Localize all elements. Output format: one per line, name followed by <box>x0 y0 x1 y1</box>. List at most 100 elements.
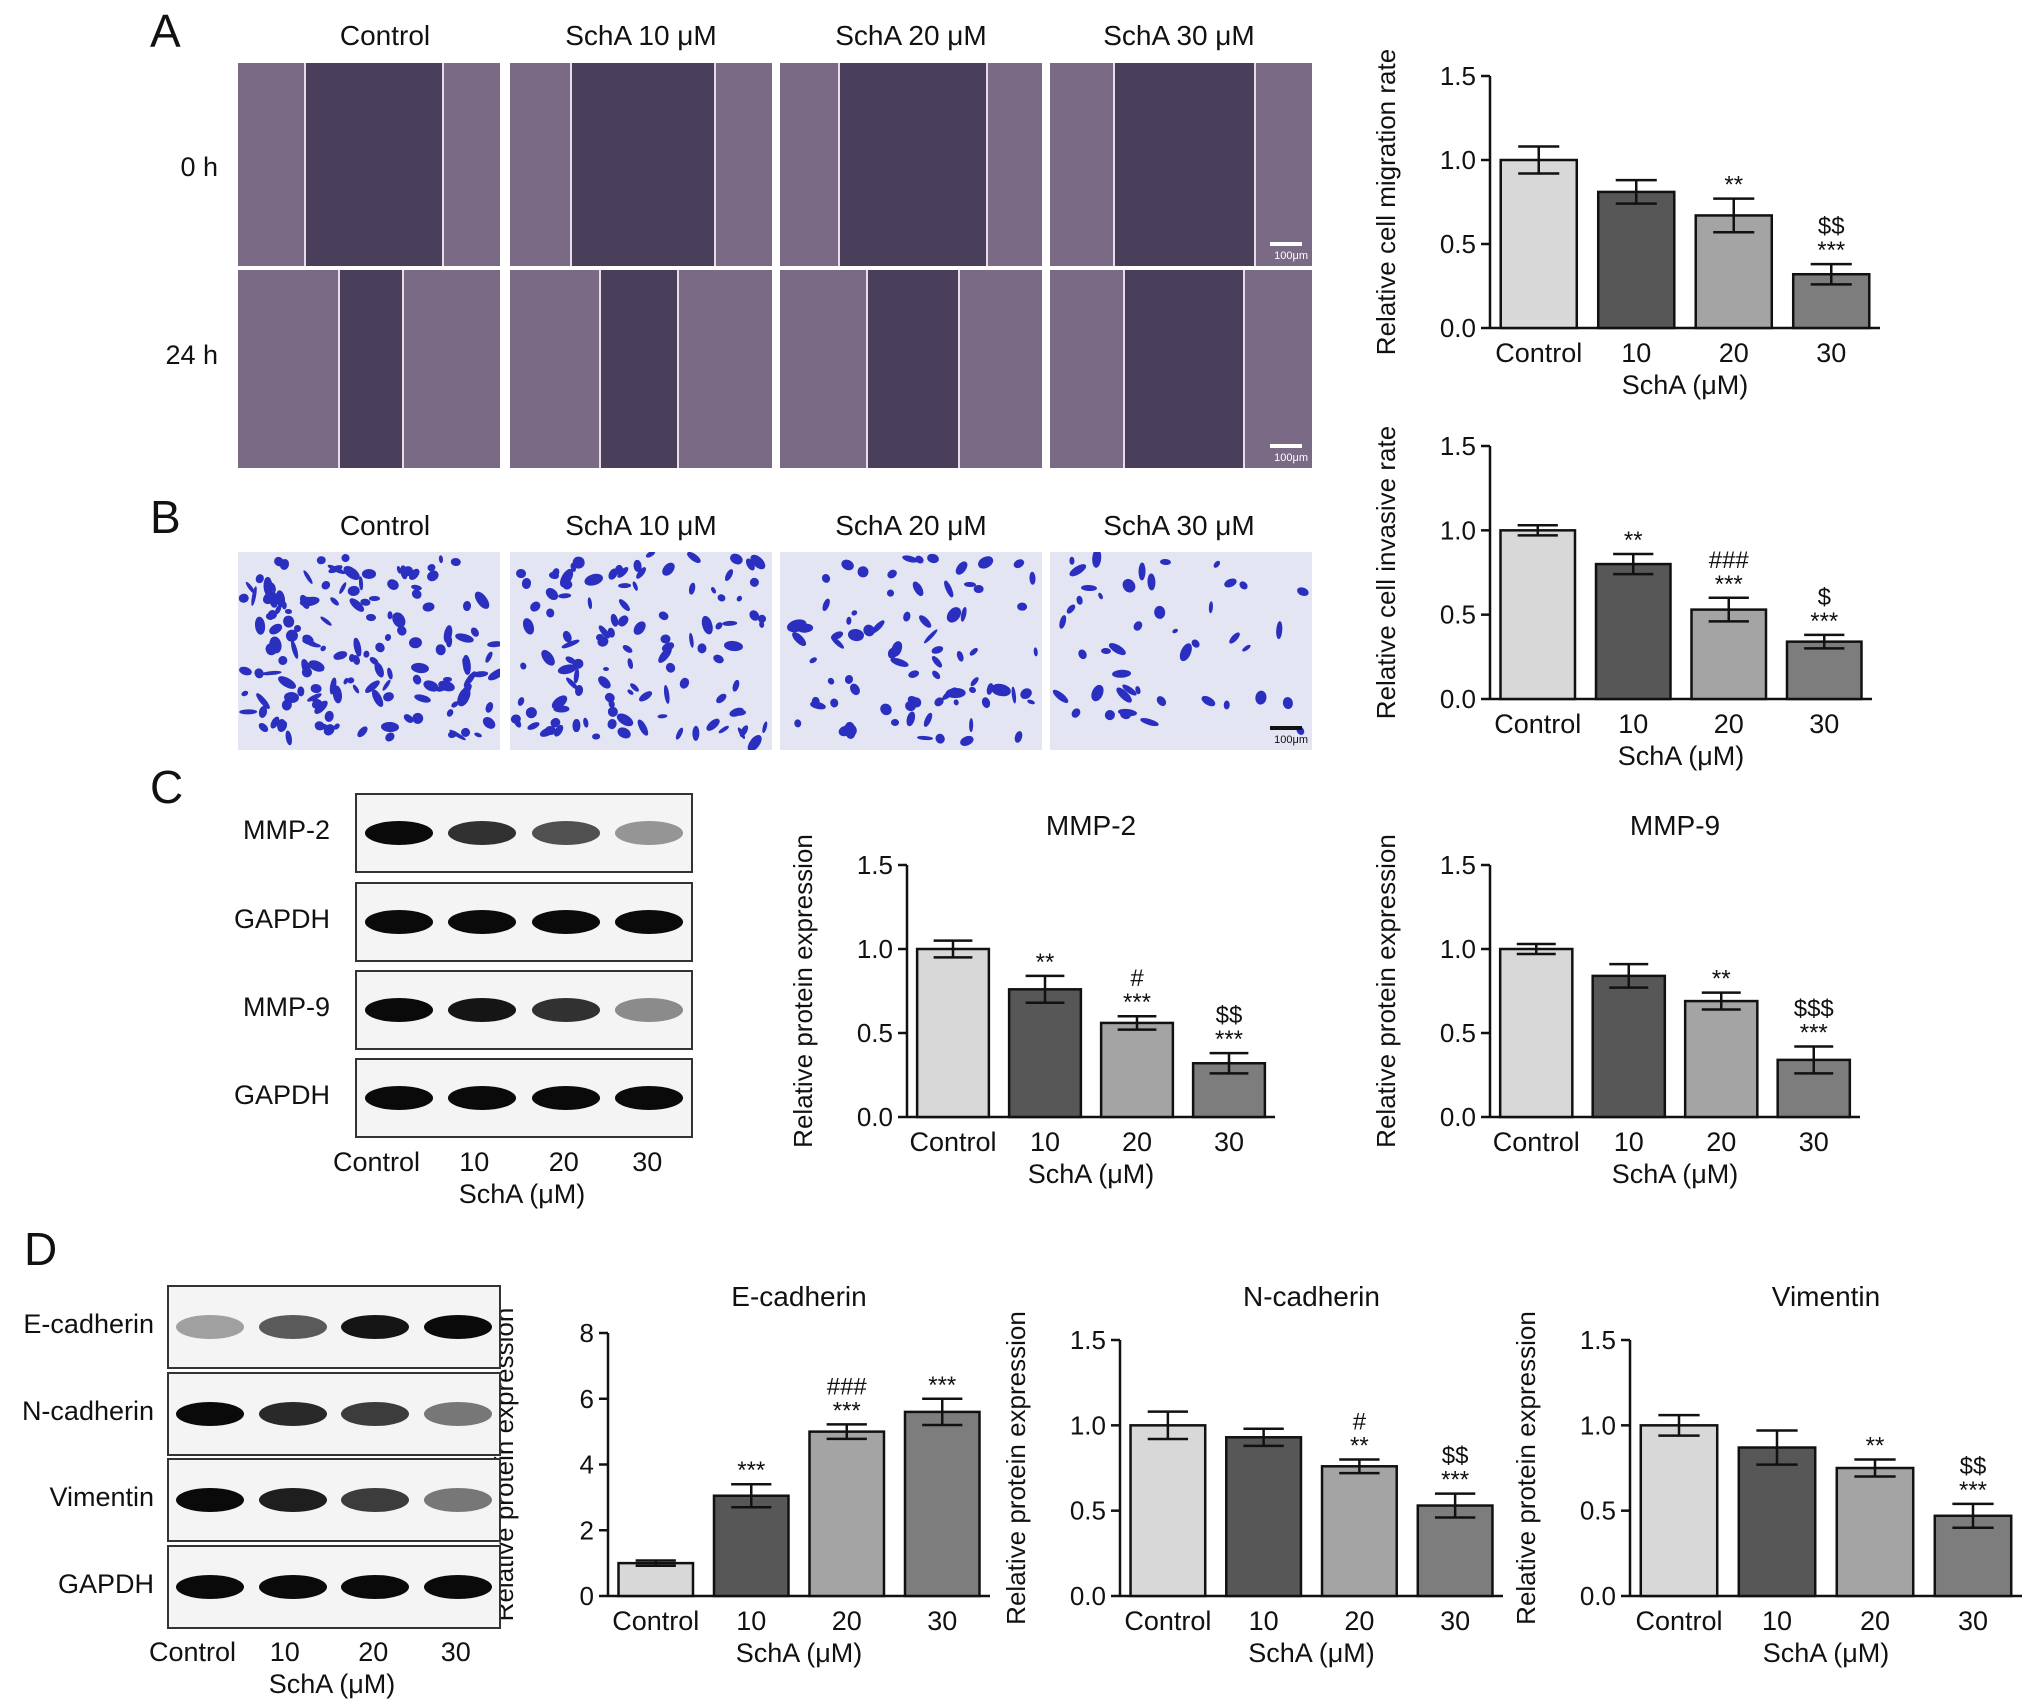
wound-healing-image <box>238 63 500 266</box>
stained-cell <box>728 705 746 719</box>
stained-cell <box>870 619 887 636</box>
stained-cell <box>664 661 678 675</box>
blot-band <box>364 821 433 845</box>
y-tick-label: 0.5 <box>1440 600 1476 630</box>
significance-label: ** <box>1350 1432 1369 1459</box>
stained-cell <box>346 676 355 684</box>
blot-band <box>423 1488 492 1512</box>
significance-label: $$ <box>1216 1002 1243 1029</box>
x-tick-label: 30 <box>1809 709 1839 739</box>
stained-cell <box>697 643 707 654</box>
panel-b-col-label: SchA 30 μM <box>1103 510 1255 541</box>
stained-cell <box>922 628 940 645</box>
stained-cell <box>257 721 270 734</box>
stained-cell <box>526 720 541 732</box>
bar <box>903 1410 981 1598</box>
stained-cell <box>1171 627 1179 635</box>
x-axis-label: SchA (μM) <box>1028 1159 1155 1189</box>
stained-cell <box>1159 558 1172 566</box>
blot-band <box>258 1488 327 1512</box>
stained-cell <box>889 639 905 658</box>
blot-band <box>531 998 600 1022</box>
blot-row-label: Vimentin <box>49 1482 154 1512</box>
stained-cell <box>449 700 460 710</box>
blot-lane-axis-label: SchA (μM) <box>268 1669 396 1699</box>
wound-gap-region <box>599 270 680 468</box>
significance-label: ** <box>1036 949 1055 976</box>
stained-cell <box>657 713 669 719</box>
blot-lane-label: Control <box>149 1637 237 1667</box>
stained-cell <box>293 624 302 633</box>
bar <box>1499 529 1577 701</box>
chart-title: N-cadherin <box>1243 1281 1380 1312</box>
x-axis-label: SchA (μM) <box>1248 1638 1375 1668</box>
blot-band <box>423 1315 492 1339</box>
stained-cell <box>980 696 992 710</box>
stained-cell <box>328 595 341 607</box>
x-axis-label: SchA (μM) <box>736 1638 863 1668</box>
stained-cell <box>380 678 392 693</box>
bar <box>1191 1061 1267 1119</box>
y-tick-label: 0.0 <box>1440 313 1476 343</box>
significance-label: $ <box>1818 584 1831 611</box>
stained-cell <box>630 619 648 638</box>
stained-cell <box>450 557 462 567</box>
blot-row-label: GAPDH <box>233 904 330 934</box>
stained-cell <box>238 665 253 677</box>
wound-healing-image <box>780 63 1042 266</box>
significance-label: *** <box>833 1397 861 1424</box>
stained-cell <box>626 657 634 669</box>
stained-cell <box>587 597 593 610</box>
blot-strip <box>355 970 693 1050</box>
panel-a-col-label: SchA 20 μM <box>835 20 987 51</box>
blot-band <box>615 998 684 1022</box>
blot-strip <box>167 1372 501 1456</box>
stained-cell <box>933 732 947 746</box>
blot-lane-label: 10 <box>269 1637 300 1667</box>
stained-cell <box>238 708 258 715</box>
stained-cell <box>685 552 703 565</box>
bar <box>1596 190 1676 330</box>
stained-cell <box>621 643 635 655</box>
x-tick-label: 30 <box>1214 1127 1244 1157</box>
stained-cell <box>486 665 500 683</box>
y-tick-label: 0.5 <box>1070 1496 1106 1526</box>
blot-band <box>364 1086 433 1110</box>
panel-a-row-label-0h: 0 h <box>180 152 218 182</box>
stained-cell <box>257 705 269 719</box>
stained-cell <box>1212 559 1222 569</box>
y-tick-label: 1.0 <box>1440 515 1476 545</box>
x-tick-label: 10 <box>736 1606 766 1636</box>
wound-gap-region <box>1123 270 1246 468</box>
stained-cell <box>615 724 633 741</box>
significance-label: # <box>1353 1408 1367 1435</box>
stained-cell <box>443 676 452 682</box>
stained-cell <box>674 726 685 741</box>
significance-label: *** <box>1441 1467 1469 1494</box>
scale-bar <box>1270 444 1302 448</box>
significance-label: ** <box>1624 527 1643 554</box>
stained-cell <box>434 643 447 658</box>
blot-row-label: E-cadherin <box>23 1309 154 1339</box>
stained-cell <box>974 584 984 593</box>
stained-cell <box>968 718 974 733</box>
blot-lane-label: 30 <box>632 1147 663 1177</box>
scale-bar-label: 100μm <box>1274 250 1308 262</box>
x-tick-label: Control <box>1495 338 1582 368</box>
stained-cell <box>976 554 996 572</box>
stained-cell <box>1075 647 1089 661</box>
stained-cell <box>1199 694 1217 709</box>
significance-label: *** <box>1810 608 1838 635</box>
stained-cell <box>310 683 322 694</box>
stained-cell <box>289 639 300 660</box>
stained-cell <box>1135 685 1142 696</box>
blot-band <box>423 1575 492 1599</box>
blot-row-label: N-cadherin <box>21 1396 154 1426</box>
significance-label: ** <box>1866 1432 1885 1459</box>
blot-band <box>341 1402 410 1426</box>
y-tick-label: 0.5 <box>857 1018 893 1048</box>
wound-healing-image <box>510 63 772 266</box>
blot-band <box>531 821 600 845</box>
bar <box>1416 1504 1494 1598</box>
blot-lane-label: Control <box>333 1147 421 1177</box>
